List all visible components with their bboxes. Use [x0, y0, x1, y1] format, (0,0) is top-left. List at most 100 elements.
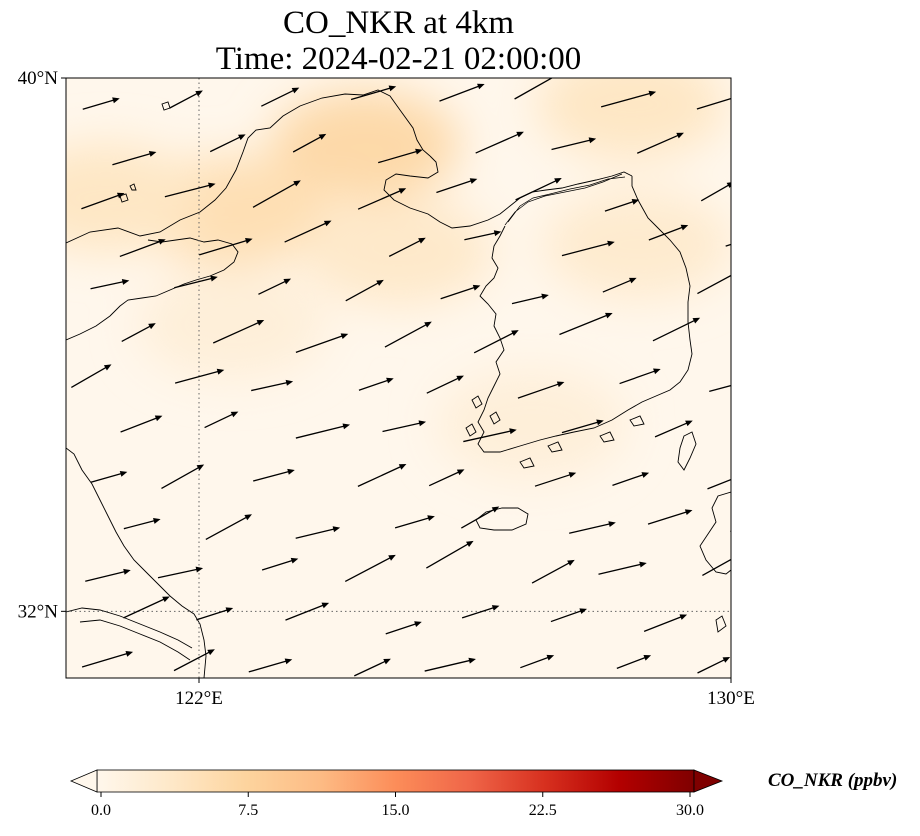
wind-arrow: [643, 614, 688, 632]
wind-arrow: [388, 237, 426, 257]
wind-arrow: [204, 411, 239, 429]
wind-arrow: [551, 137, 597, 151]
wind-arrow: [697, 274, 731, 295]
lat-tick-label: 40°N: [18, 68, 59, 89]
wind-arrow: [85, 568, 131, 582]
wind-arrow: [123, 596, 170, 619]
gridlines: [66, 78, 731, 678]
wind-arrow: [600, 90, 657, 108]
wind-arrow: [357, 464, 407, 487]
wind-arrow: [515, 178, 562, 201]
colorbar-label: CO_NKR (ppbv): [768, 770, 898, 791]
wind-arrow: [534, 472, 577, 487]
wind-arrow: [696, 97, 731, 110]
tsushima-island: [677, 431, 697, 471]
colorbar: 0.0 7.5 15.0 22.5 30.0: [69, 769, 724, 819]
wind-arrow: [426, 375, 464, 394]
wind-arrow: [81, 192, 125, 210]
coastline-liaodong: [383, 155, 633, 229]
wind-arrow: [173, 649, 215, 672]
wind-arrow: [71, 364, 112, 388]
coastline-korea-west: [477, 176, 693, 453]
wind-arrow: [248, 658, 293, 673]
wind-arrow: [559, 312, 613, 336]
wind-arrow: [209, 134, 246, 153]
wind-arrow: [82, 97, 120, 110]
wind-arrow: [604, 199, 640, 212]
wind-arrow: [702, 558, 731, 576]
colorbar-extend-high: [693, 769, 724, 793]
axis-ticks: 40°N 32°N 122°E 130°E: [18, 68, 755, 709]
wind-arrow: [647, 509, 693, 525]
field-hotspot: [270, 89, 461, 200]
wind-arrow: [709, 384, 731, 392]
wind-arrow: [252, 180, 301, 208]
wind-arrow: [378, 148, 423, 164]
wind-arrow: [385, 621, 422, 635]
wind-arrow: [292, 133, 327, 153]
wind-arrow: [120, 415, 163, 433]
wind-arrow: [700, 182, 731, 202]
wind-arrow: [196, 607, 234, 621]
wind-arrow: [174, 368, 225, 384]
concentration-field: [66, 78, 731, 480]
wind-arrow: [424, 657, 476, 672]
wind-arrow: [119, 238, 166, 258]
coastline-kyushu: [699, 491, 731, 633]
wind-arrow: [602, 277, 637, 293]
wind-arrow: [648, 224, 689, 241]
wind-arrow: [258, 278, 292, 295]
coastlines: [66, 89, 731, 678]
wind-arrow: [749, 135, 792, 152]
wind-arrow: [169, 90, 203, 109]
wind-arrow: [112, 151, 157, 166]
wind-arrow: [90, 470, 128, 483]
field-hotspot: [137, 269, 328, 380]
wind-arrow: [747, 610, 787, 629]
korea-islands: [465, 395, 645, 469]
wind-arrow: [737, 318, 787, 341]
wind-arrow: [284, 220, 332, 243]
coastline-bohai-north: [66, 89, 431, 244]
wind-arrow: [636, 132, 684, 154]
colorbar-gradient: [96, 769, 695, 793]
colorbar-tick-label: 22.5: [529, 802, 557, 819]
wind-arrow: [251, 379, 294, 392]
wind-arrow: [212, 320, 265, 344]
chart-subtitle: Time: 2024-02-21 02:00:00: [215, 41, 582, 77]
wind-arrow: [205, 514, 252, 541]
wind-arrow: [295, 333, 349, 353]
wind-arrow: [439, 83, 485, 102]
wind-arrow: [394, 515, 435, 529]
wind-vectors: [71, 78, 792, 677]
wind-arrow: [261, 87, 300, 107]
wind-arrow: [473, 330, 519, 354]
wind-arrow: [461, 605, 500, 619]
wind-arrow: [81, 650, 134, 668]
wind-arrow: [295, 526, 341, 539]
coastline-china-east: [66, 447, 207, 678]
wind-arrow: [561, 419, 604, 434]
wind-arrow: [463, 428, 517, 443]
wind-arrow: [652, 317, 701, 342]
wind-arrow: [350, 85, 397, 101]
wind-arrow: [517, 381, 565, 399]
wind-arrow: [550, 608, 587, 623]
colorbar-tick-label: 30.0: [676, 802, 704, 819]
wind-arrow: [344, 554, 396, 582]
wind-arrow: [357, 188, 407, 210]
wind-arrow: [475, 131, 524, 154]
wind-arrow: [531, 559, 575, 584]
wind-arrow: [123, 518, 161, 530]
colorbar-tick-label: 0.0: [91, 802, 111, 819]
wind-arrow: [598, 561, 647, 575]
wind-arrow: [426, 540, 474, 569]
wind-arrow: [569, 521, 616, 534]
wind-arrow: [707, 478, 731, 490]
wind-arrow: [157, 566, 204, 579]
wind-arrow: [90, 279, 130, 290]
wind-arrow: [747, 424, 786, 446]
lon-tick-label: 130°E: [707, 688, 755, 709]
wind-arrow: [654, 420, 693, 438]
